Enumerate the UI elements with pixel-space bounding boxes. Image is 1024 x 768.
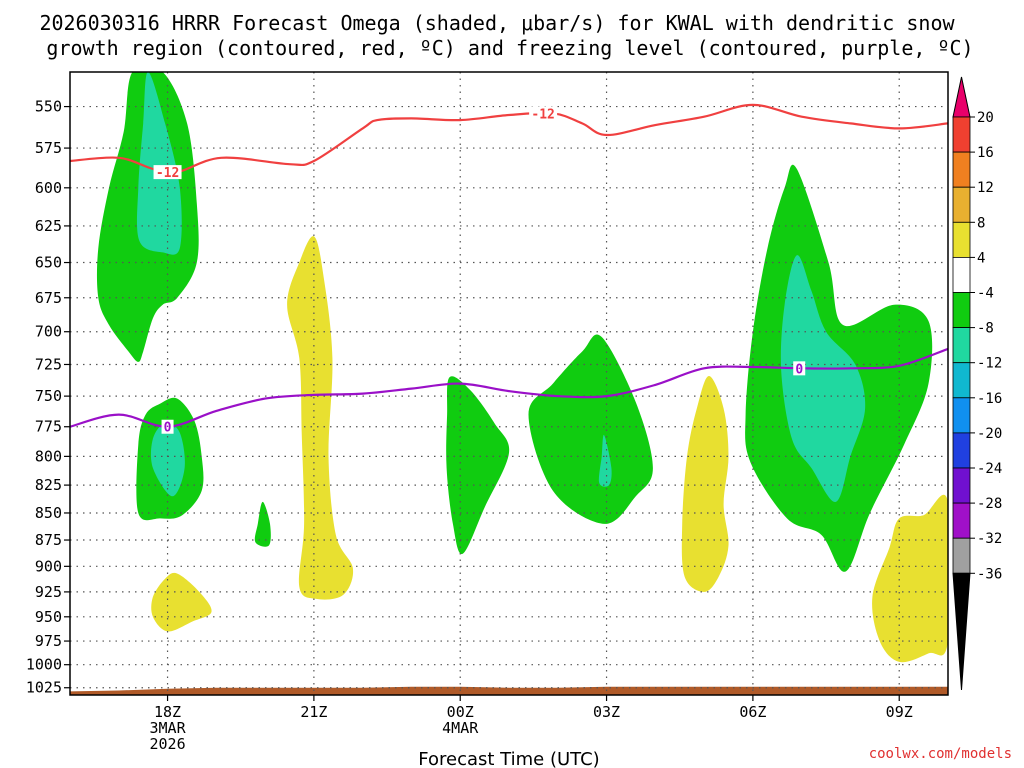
- omega-region-5: [254, 501, 271, 547]
- plot-frame: [69, 71, 949, 696]
- colorbar-label--32: -32: [977, 531, 1002, 547]
- x-tick-label-00Z: 00Z: [447, 703, 474, 721]
- colorbar-box-1: [952, 116, 971, 153]
- y-tick-label-925: 925: [35, 583, 62, 601]
- colorbar-box-4: [952, 221, 971, 258]
- colorbar-box-13: [952, 537, 971, 574]
- y-tick-label-850: 850: [35, 504, 62, 522]
- omega-region-12: [151, 572, 212, 632]
- dgz-minus12-contour-label-1: -12: [156, 166, 179, 181]
- y-tick-label-550: 550: [35, 98, 62, 116]
- dgz-minus12-contour-label-2: -12: [531, 107, 554, 122]
- colorbar-label-20: 20: [977, 110, 994, 126]
- omega-region-8: [598, 434, 612, 487]
- colorbar-label-8: 8: [977, 215, 985, 231]
- colorbar-label-16: 16: [977, 145, 994, 161]
- colorbar: 20 16 12 8 4 -4 -8 -12 -16 -20 -24 -28 -32 -36: [952, 76, 1002, 691]
- y-tick-label-575: 575: [35, 139, 62, 157]
- omega-region-11: [287, 236, 354, 600]
- x-tick-label-09Z: 09Z: [886, 703, 913, 721]
- y-tick-label-725: 725: [35, 355, 62, 373]
- y-tick-label-875: 875: [35, 531, 62, 549]
- y-tick-label-625: 625: [35, 217, 62, 235]
- colorbar-box-5: [952, 256, 971, 293]
- colorbar-label-12: 12: [977, 180, 994, 196]
- y-tick-label-800: 800: [35, 447, 62, 465]
- chart-title-line1: 2026030316 HRRR Forecast Omega (shaded, …: [39, 11, 955, 35]
- y-axis: 550 575 600 625 650 675 700 725 750 775 800 825 850 8…: [26, 98, 70, 697]
- colorbar-triangle-bottom: [952, 572, 971, 691]
- y-tick-label-675: 675: [35, 289, 62, 307]
- contour-lines: -12 -12 0 0: [70, 103, 948, 436]
- y-tick-label-650: 650: [35, 254, 62, 272]
- y-tick-label-825: 825: [35, 476, 62, 494]
- colorbar-label--16: -16: [977, 391, 1002, 407]
- x-tick-label-03Z: 03Z: [593, 703, 620, 721]
- x-axis-label: Forecast Time (UTC): [418, 749, 599, 768]
- freezing-level-contour-label-1: 0: [164, 421, 172, 436]
- y-tick-label-775: 775: [35, 418, 62, 436]
- y-tick-label-975: 975: [35, 632, 62, 650]
- x-tick-label-21Z: 21Z: [300, 703, 327, 721]
- y-tick-label-700: 700: [35, 323, 62, 341]
- y-tick-label-600: 600: [35, 179, 62, 197]
- colorbar-label--8: -8: [977, 321, 994, 337]
- colorbar-label-4: 4: [977, 250, 985, 266]
- omega-region-7: [528, 334, 653, 524]
- colorbar-box-9: [952, 397, 971, 434]
- colorbar-label--12: -12: [977, 356, 1002, 372]
- terrain: [70, 686, 948, 695]
- y-tick-label-1000: 1000: [26, 656, 62, 674]
- x-tick-label-18Z: 18Z: [154, 703, 181, 721]
- colorbar-box-6: [952, 292, 971, 328]
- colorbar-label--36: -36: [977, 566, 1002, 582]
- omega-region-10: [780, 255, 866, 503]
- colorbar-box-3: [952, 186, 971, 223]
- y-tick-label-750: 750: [35, 387, 62, 405]
- dgz-minus12-contour: [70, 103, 948, 174]
- x-tick-year-18Z: 2026: [149, 735, 185, 753]
- freezing-level-contour-label-2: 0: [795, 362, 803, 377]
- y-tick-label-1025: 1025: [26, 679, 62, 697]
- x-tick-date-00Z: 4MAR: [442, 719, 479, 737]
- colorbar-box-2: [952, 151, 971, 188]
- colorbar-label--24: -24: [977, 461, 1002, 477]
- x-tick-date-18Z: 3MAR: [149, 719, 186, 737]
- freezing-level-contour-label-bg-2: [793, 361, 806, 376]
- colorbar-box-12: [952, 502, 971, 539]
- dgz-minus12-contour-label-bg-1: [153, 165, 182, 180]
- credit-text[interactable]: coolwx.com/models: [869, 746, 1012, 762]
- omega-region-13: [681, 376, 729, 592]
- colorbar-label--28: -28: [977, 496, 1002, 512]
- dgz-minus12-contour-label-bg-2: [529, 106, 558, 121]
- colorbar-box-8: [952, 362, 971, 399]
- y-tick-label-900: 900: [35, 557, 62, 575]
- colorbar-box-11: [952, 467, 971, 504]
- omega-region-2: [136, 72, 182, 255]
- freezing-level-contour-label-bg-1: [161, 419, 174, 434]
- x-tick-label-06Z: 06Z: [739, 703, 766, 721]
- plot-area: [70, 72, 948, 695]
- omega-region-6: [446, 376, 510, 555]
- colorbar-box-7: [952, 327, 971, 364]
- colorbar-box-10: [952, 432, 971, 469]
- chart-title-line2: growth region (contoured, red, ºC) and f…: [46, 36, 973, 60]
- y-tick-label-950: 950: [35, 608, 62, 626]
- omega-region-14: [872, 494, 948, 663]
- omega-region-4: [150, 422, 185, 497]
- colorbar-label--4: -4: [977, 286, 994, 302]
- colorbar-label--20: -20: [977, 426, 1002, 442]
